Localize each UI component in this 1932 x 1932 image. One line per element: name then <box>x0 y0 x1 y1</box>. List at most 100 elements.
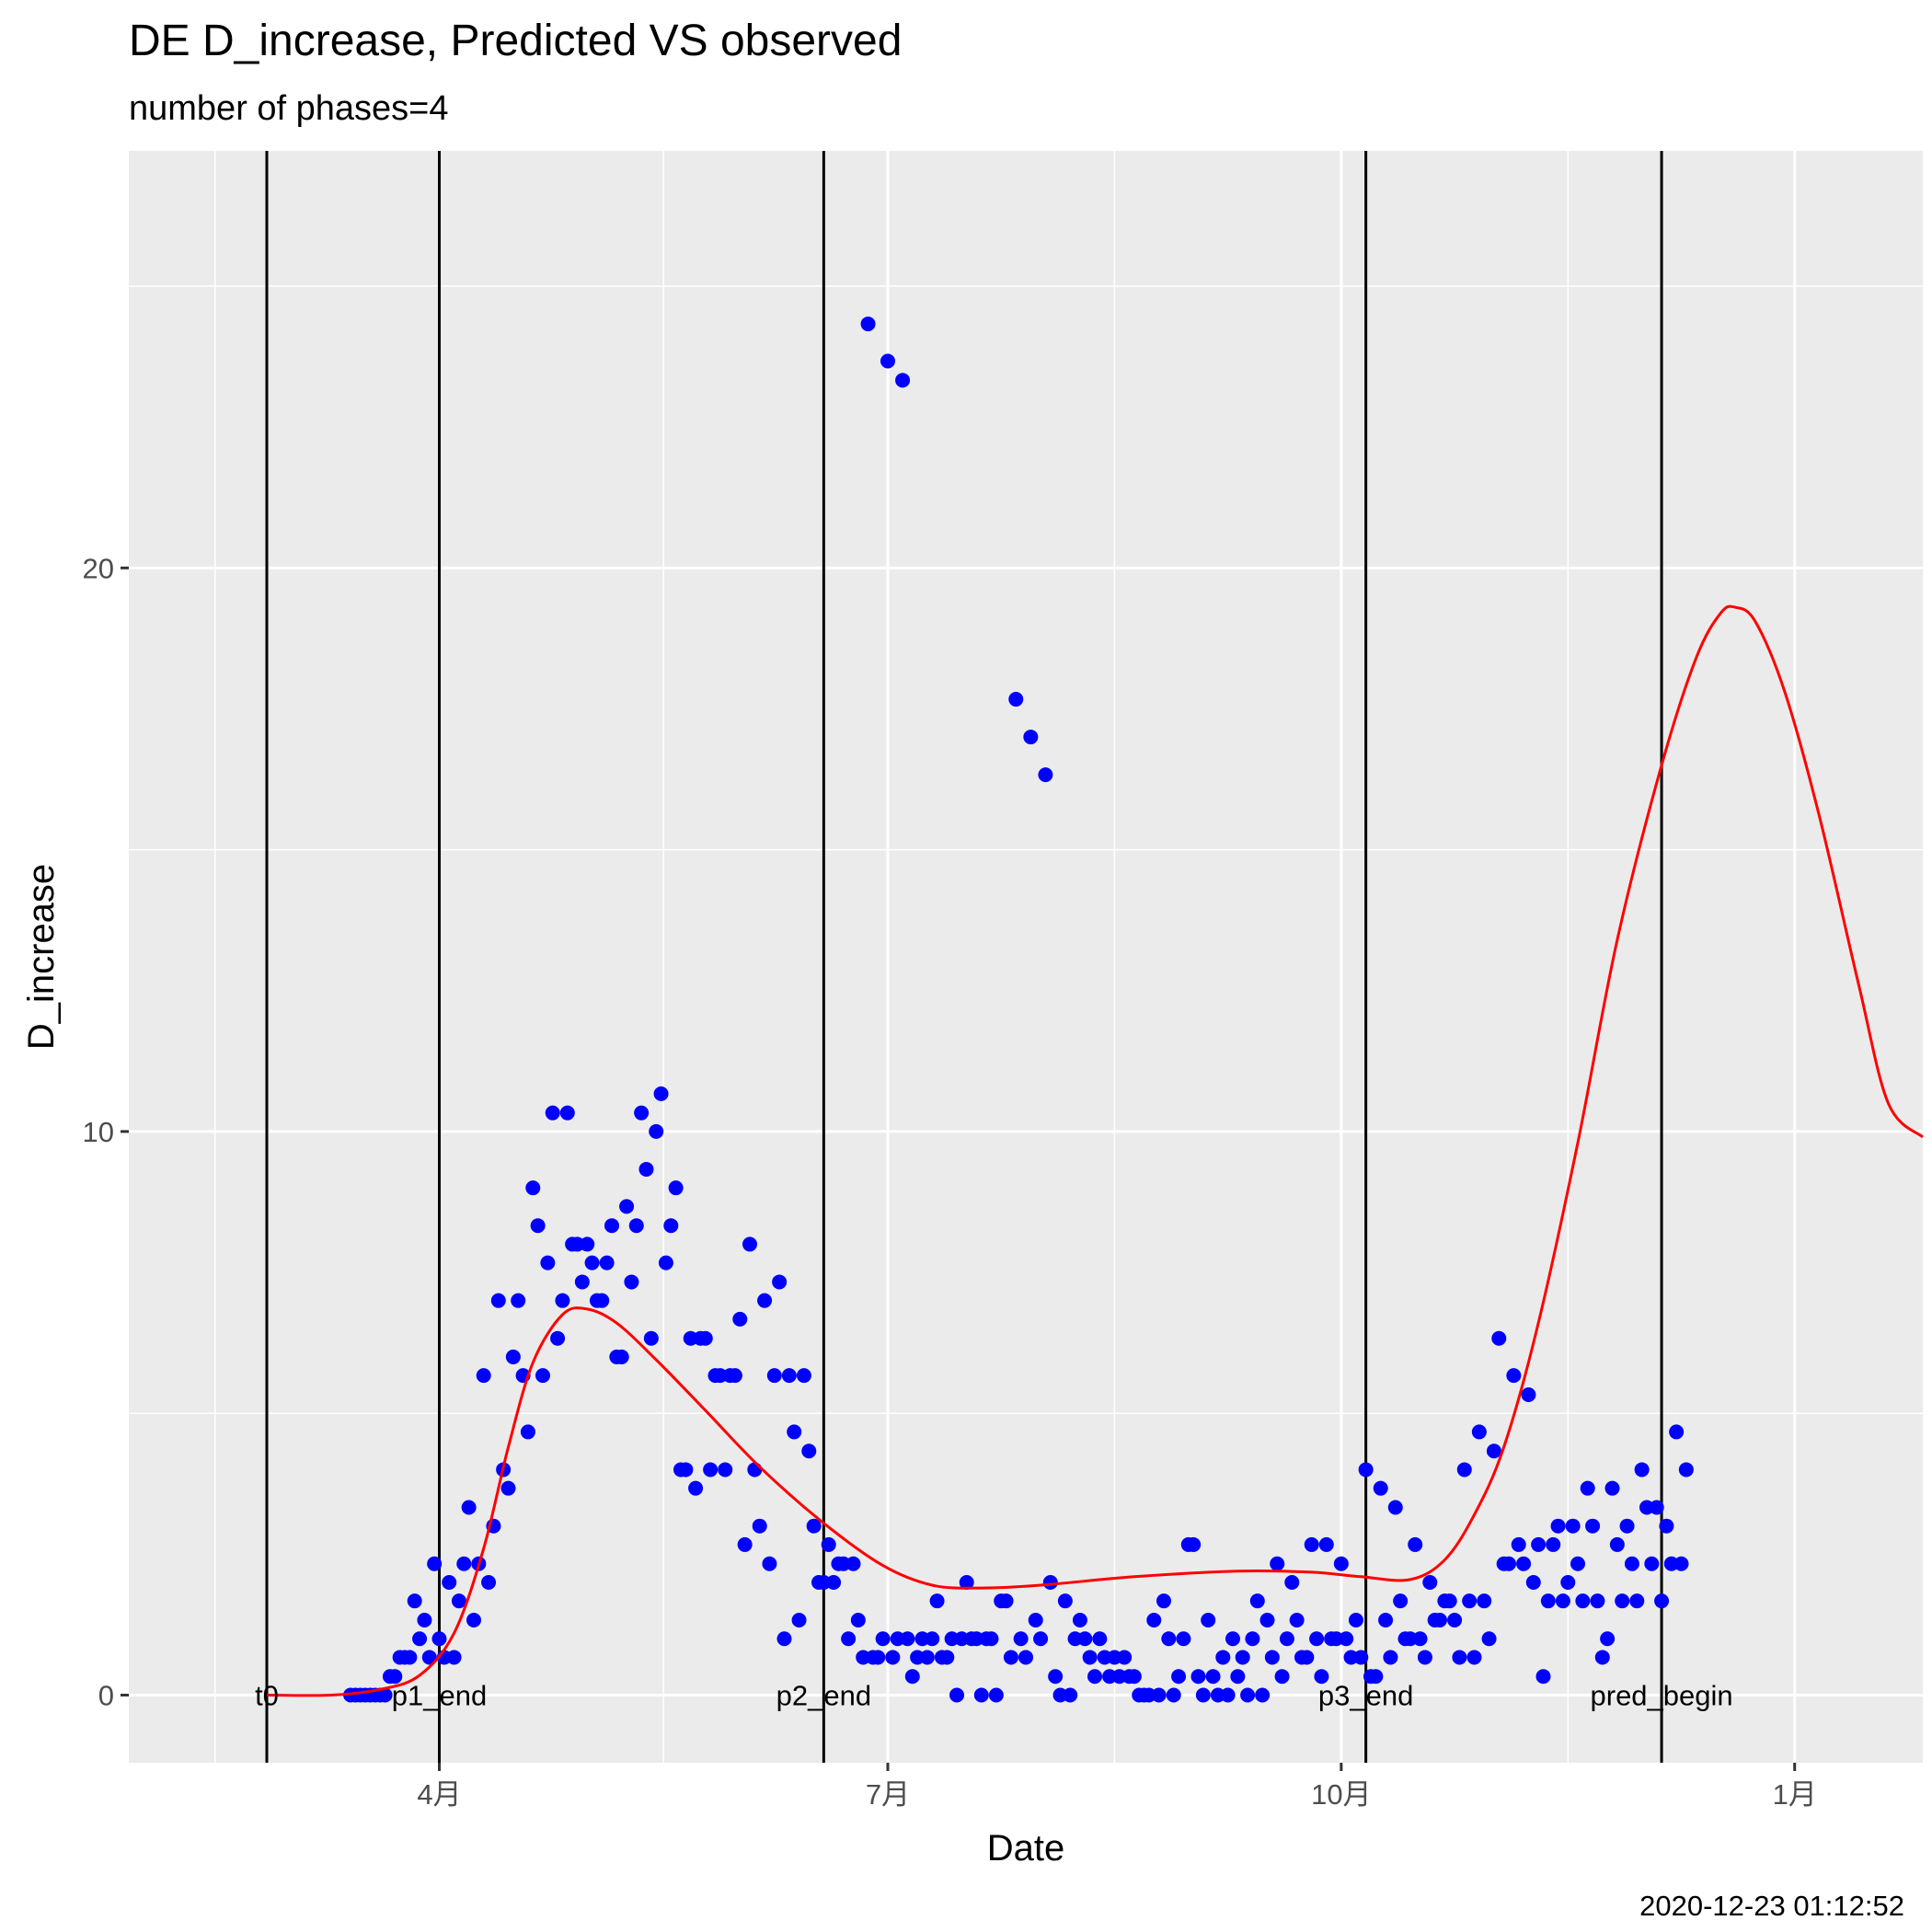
observed-point <box>619 1199 635 1214</box>
observed-point <box>1590 1593 1605 1609</box>
observed-point <box>1033 1631 1049 1647</box>
observed-point <box>904 1669 920 1685</box>
observed-point <box>919 1650 935 1665</box>
observed-point <box>540 1255 556 1271</box>
observed-point <box>703 1462 719 1478</box>
minor-gridlines <box>129 151 1923 1763</box>
observed-point <box>1477 1593 1492 1609</box>
observed-point <box>776 1631 792 1647</box>
observed-point <box>427 1556 443 1571</box>
observed-point <box>1629 1593 1645 1609</box>
observed-point <box>1077 1631 1093 1647</box>
observed-point <box>1274 1669 1290 1685</box>
observed-point <box>1471 1424 1487 1440</box>
observed-point <box>791 1613 807 1628</box>
observed-point <box>1408 1536 1423 1552</box>
observed-point <box>1422 1574 1438 1590</box>
observed-point <box>1540 1593 1556 1609</box>
observed-point <box>407 1593 422 1609</box>
observed-point <box>718 1462 733 1478</box>
observed-point <box>481 1574 497 1590</box>
observed-point <box>1654 1593 1670 1609</box>
observed-point <box>1353 1650 1369 1665</box>
observed-point <box>1604 1480 1620 1496</box>
observed-point <box>574 1274 590 1290</box>
observed-point <box>1318 1536 1334 1552</box>
observed-point <box>841 1631 857 1647</box>
observed-point <box>476 1368 491 1384</box>
observed-point <box>929 1593 945 1609</box>
observed-point <box>737 1536 753 1552</box>
observed-point <box>1309 1631 1325 1647</box>
observed-point <box>520 1424 535 1440</box>
observed-point <box>1299 1650 1315 1665</box>
observed-point <box>1387 1500 1403 1515</box>
observed-point <box>870 1650 886 1665</box>
observed-point <box>880 353 895 369</box>
observed-point <box>766 1368 782 1384</box>
observed-point <box>1082 1650 1098 1665</box>
observed-point <box>1161 1631 1177 1647</box>
observed-point <box>1619 1518 1635 1534</box>
observed-point <box>1462 1593 1478 1609</box>
phase-label-t0: t0 <box>255 1679 279 1711</box>
observed-point <box>1649 1500 1664 1515</box>
observed-point <box>1600 1631 1616 1647</box>
observed-point <box>1126 1669 1142 1685</box>
observed-point <box>1284 1574 1300 1590</box>
observed-point <box>1432 1613 1447 1628</box>
observed-point <box>402 1650 418 1665</box>
observed-point <box>732 1311 748 1327</box>
observed-point <box>1580 1480 1595 1496</box>
observed-point <box>949 1687 964 1703</box>
observed-point <box>1511 1536 1526 1552</box>
observed-point <box>663 1218 679 1234</box>
observed-point <box>1669 1424 1685 1440</box>
observed-point <box>387 1669 403 1685</box>
observed-point <box>1166 1687 1181 1703</box>
observed-point <box>939 1650 955 1665</box>
predicted-line <box>266 604 1925 1697</box>
observed-point <box>1555 1593 1570 1609</box>
observed-point <box>1028 1613 1043 1628</box>
observed-point <box>925 1631 940 1647</box>
x-tick-label: 4月 <box>417 1778 461 1811</box>
observed-point <box>1501 1556 1516 1571</box>
observed-point <box>796 1368 811 1384</box>
phase-lines <box>265 151 1663 1763</box>
observed-point <box>1634 1462 1650 1478</box>
observed-point <box>1615 1593 1630 1609</box>
observed-point <box>1525 1574 1541 1590</box>
x-axis-title: Date <box>987 1828 1065 1869</box>
observed-point <box>624 1274 639 1290</box>
observed-point <box>634 1105 650 1121</box>
phase-label-p2-end: p2_end <box>776 1679 871 1711</box>
observed-point <box>1609 1536 1625 1552</box>
observed-point <box>1215 1650 1231 1665</box>
observed-point <box>1225 1631 1240 1647</box>
observed-point <box>845 1556 861 1571</box>
observed-point <box>801 1443 817 1459</box>
observed-point <box>1156 1593 1171 1609</box>
observed-point <box>653 1086 669 1101</box>
observed-point <box>1506 1368 1522 1384</box>
observed-point <box>1018 1650 1033 1665</box>
observed-point <box>505 1349 521 1364</box>
observed-point <box>742 1236 757 1252</box>
observed-point <box>727 1368 742 1384</box>
observed-point <box>1516 1556 1532 1571</box>
observed-point <box>446 1650 462 1665</box>
observed-point <box>1092 1631 1108 1647</box>
observed-point <box>1358 1462 1374 1478</box>
observed-point <box>747 1462 763 1478</box>
observed-point <box>1038 767 1053 783</box>
observed-point <box>1456 1462 1472 1478</box>
observed-point <box>1146 1613 1162 1628</box>
observed-point <box>500 1480 516 1496</box>
observed-point <box>752 1518 767 1534</box>
observed-point <box>688 1480 704 1496</box>
observed-point <box>530 1218 546 1234</box>
x-axis: 4月 7月 10月 1月 <box>417 1763 1817 1811</box>
observed-point <box>1466 1650 1482 1665</box>
